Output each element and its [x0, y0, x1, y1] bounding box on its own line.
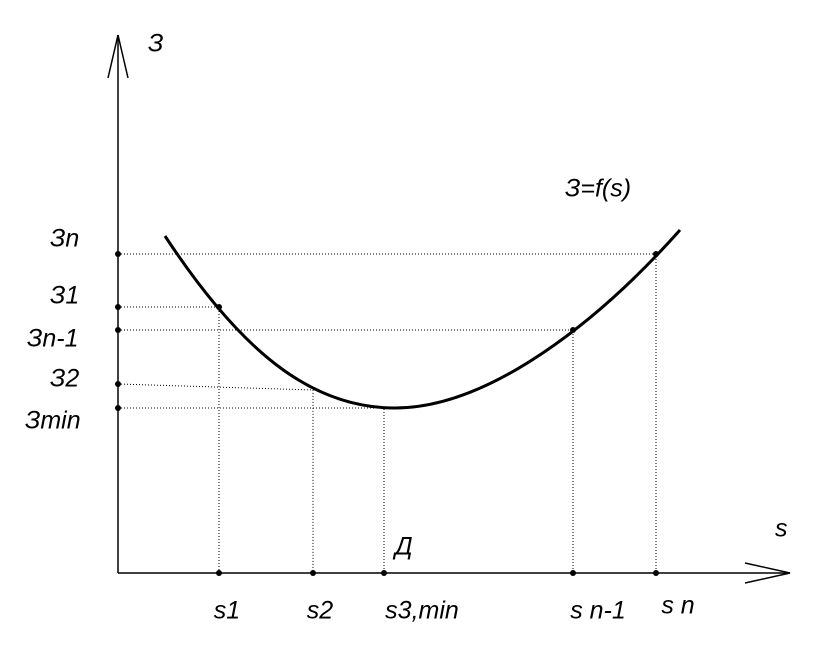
point [381, 570, 387, 576]
y-axis-label: З [148, 30, 163, 58]
point [115, 304, 121, 310]
point [310, 570, 316, 576]
guide [117, 383, 314, 573]
x-label: s n [661, 592, 694, 620]
point [216, 570, 222, 576]
curve [163, 229, 682, 410]
y-label: Зmin [25, 407, 81, 435]
guide [118, 329, 574, 573]
point [570, 570, 576, 576]
point [115, 327, 121, 333]
y-arrow [107, 34, 129, 79]
y-label: З2 [50, 365, 79, 393]
point [115, 381, 121, 387]
x-arrow [744, 562, 791, 584]
axes [107, 34, 791, 584]
curve-label: З=f(s) [565, 175, 631, 203]
point [216, 304, 222, 310]
point [570, 327, 576, 333]
y-label: Зn [50, 225, 79, 253]
x-axis-label: s [775, 515, 788, 543]
point [115, 405, 121, 411]
x-label: s n-1 [570, 597, 626, 625]
guide-lines [117, 253, 657, 573]
guide [118, 306, 220, 573]
point [653, 251, 659, 257]
x-label: s2 [307, 597, 334, 625]
points [115, 251, 659, 576]
y-label: Зn-1 [27, 325, 78, 353]
y-label: З1 [50, 282, 79, 310]
guide [118, 253, 657, 573]
point [653, 570, 659, 576]
point-label: Д [392, 533, 413, 561]
point [115, 251, 121, 257]
x-label: s1 [214, 597, 240, 625]
guide [118, 407, 385, 573]
x-label: s3,min [385, 597, 459, 625]
